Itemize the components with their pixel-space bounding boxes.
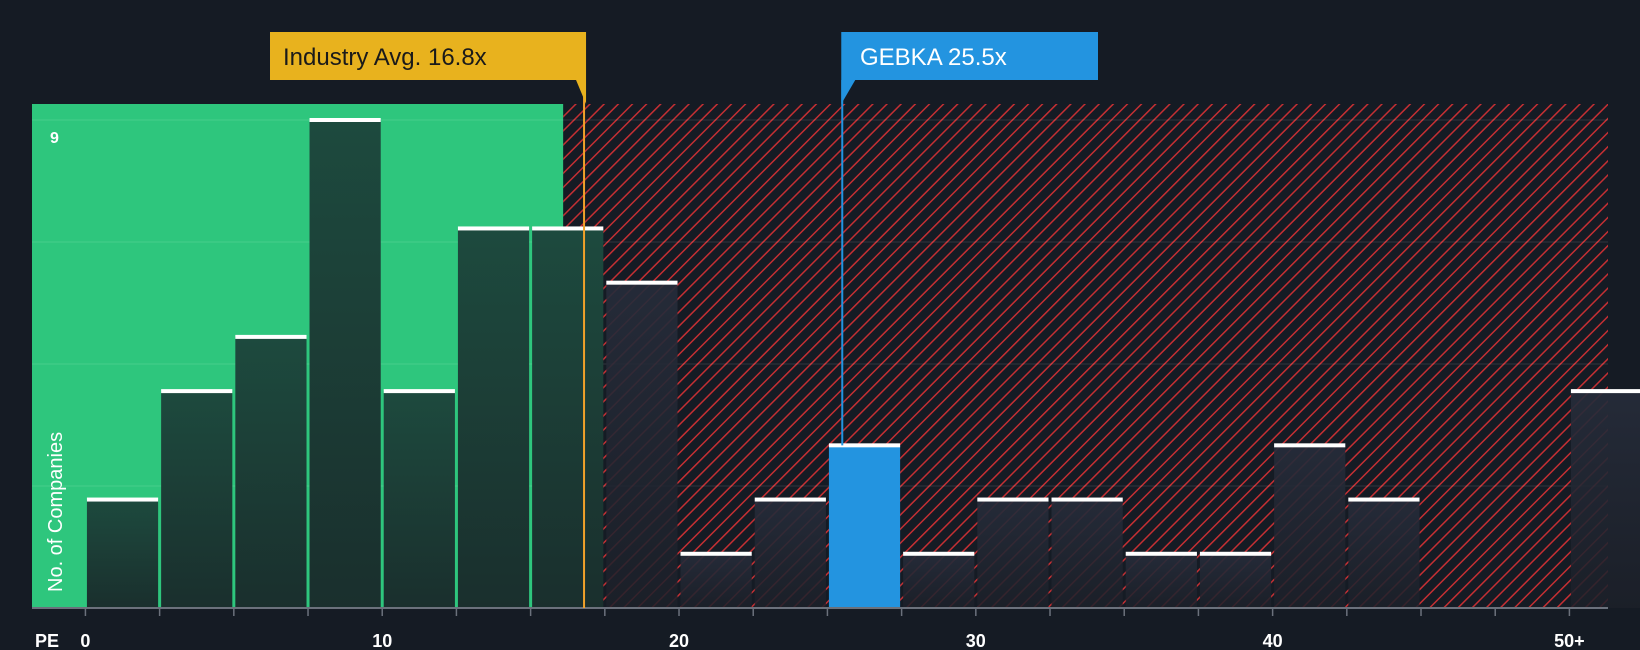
- bar-9: [754, 497, 826, 608]
- bar-rect-7: [606, 282, 678, 608]
- bar-17: [1348, 497, 1420, 608]
- industry-average-callout-box: [270, 32, 587, 104]
- bar-6: [532, 226, 604, 608]
- bar-cap-6: [532, 226, 604, 231]
- industry-average-marker: Industry Avg. 16.8x: [270, 32, 587, 608]
- bar-16: [1274, 443, 1346, 608]
- bar-4: [383, 389, 455, 608]
- bar-cap-11: [903, 551, 975, 556]
- bar-cap-5: [457, 226, 530, 231]
- bar-rect-20: [1570, 391, 1640, 608]
- industry-average-label: Industry Avg. 16.8x: [283, 44, 487, 71]
- company-pe-label: GEBKA 25.5x: [860, 44, 1007, 71]
- bar-rect-10: [828, 445, 901, 608]
- bar-10: [828, 443, 901, 608]
- x-axis-label: PE: [35, 631, 59, 650]
- bar-3: [309, 118, 381, 608]
- bar-cap-16: [1274, 443, 1346, 448]
- x-tick-label-0: 0: [80, 631, 90, 650]
- bar-cap-7: [606, 280, 678, 285]
- bar-20: [1570, 389, 1640, 608]
- bar-rect-14: [1125, 553, 1197, 608]
- bar-cap-14: [1125, 551, 1197, 556]
- bar-rect-12: [977, 499, 1049, 608]
- x-tick-label-4: 40: [1263, 631, 1283, 650]
- bar-8: [680, 551, 752, 608]
- bar-cap-15: [1199, 551, 1272, 556]
- bar-rect-17: [1348, 499, 1420, 608]
- bar-rect-1: [161, 391, 233, 608]
- bar-cap-9: [754, 497, 826, 502]
- x-tick-label-2: 20: [669, 631, 689, 650]
- bar-cap-20: [1570, 389, 1640, 394]
- y-max-label: 9: [50, 130, 59, 147]
- histogram-bars: [86, 118, 1640, 608]
- bar-cap-10: [828, 443, 901, 448]
- bar-11: [903, 551, 975, 608]
- bar-cap-13: [1051, 497, 1123, 502]
- bar-cap-12: [977, 497, 1049, 502]
- company-pe-callout-box: [841, 32, 1098, 104]
- bar-cap-4: [383, 389, 455, 394]
- bar-rect-16: [1274, 445, 1346, 608]
- bar-15: [1199, 551, 1272, 608]
- bar-cap-17: [1348, 497, 1420, 502]
- bar-2: [235, 334, 307, 608]
- bar-14: [1125, 551, 1197, 608]
- bar-5: [457, 226, 530, 608]
- bar-7: [606, 280, 678, 608]
- x-tick-label-1: 10: [372, 631, 392, 650]
- bar-rect-4: [383, 391, 455, 608]
- bar-rect-0: [86, 499, 159, 608]
- bar-cap-8: [680, 551, 752, 556]
- bar-rect-2: [235, 336, 307, 608]
- bar-cap-1: [161, 389, 233, 394]
- bar-cap-3: [309, 118, 381, 122]
- x-tick-label-5: 50+: [1554, 631, 1585, 650]
- x-tick-label-3: 30: [966, 631, 986, 650]
- bar-cap-0: [86, 497, 159, 502]
- bar-rect-9: [754, 499, 826, 608]
- bar-13: [1051, 497, 1123, 608]
- bar-rect-8: [680, 553, 752, 608]
- x-axis-ticks: 0 10 20 30 40 50+: [80, 608, 1585, 650]
- bar-cap-2: [235, 334, 307, 339]
- bar-rect-5: [457, 228, 530, 608]
- bar-rect-6: [532, 228, 604, 608]
- bar-rect-15: [1199, 553, 1272, 608]
- bar-0: [86, 497, 159, 608]
- bar-12: [977, 497, 1049, 608]
- company-pe-marker: GEBKA 25.5x: [841, 32, 1098, 446]
- y-axis-label: No. of Companies: [45, 432, 67, 592]
- bar-rect-13: [1051, 499, 1123, 608]
- bar-1: [161, 389, 233, 608]
- bar-rect-3: [309, 120, 381, 608]
- bar-rect-11: [903, 553, 975, 608]
